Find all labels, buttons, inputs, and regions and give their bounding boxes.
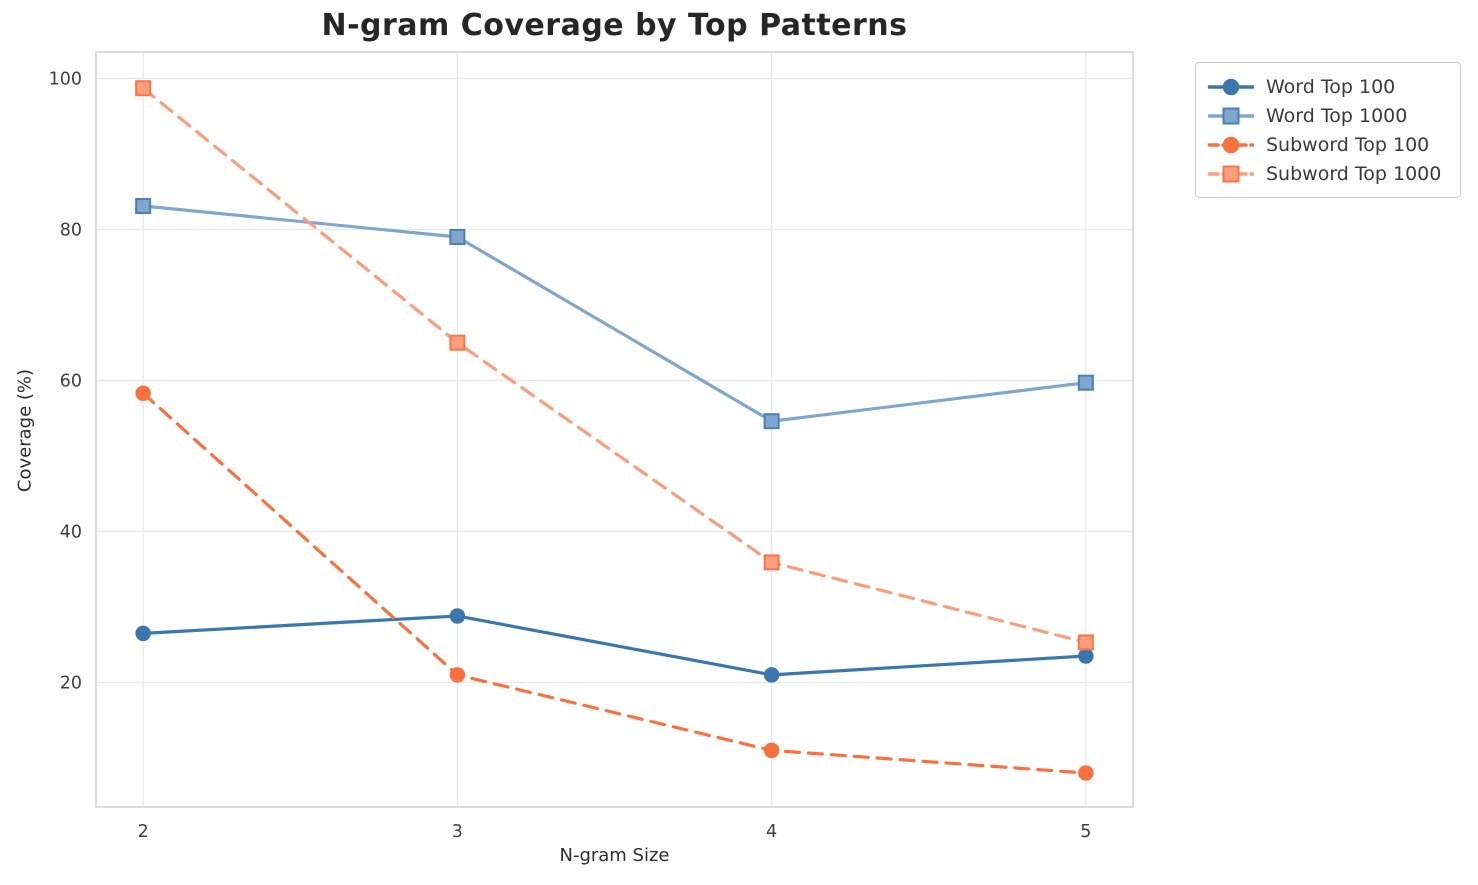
legend-label: Subword Top 100 <box>1266 133 1430 156</box>
legend-label: Subword Top 1000 <box>1266 162 1442 185</box>
series-subword-top-100 <box>135 385 1094 781</box>
legend-label: Word Top 1000 <box>1266 104 1408 127</box>
legend-item-subword-top-1000: Subword Top 1000 <box>1208 159 1448 188</box>
series-word-top-1000 <box>135 198 1094 430</box>
legend: Word Top 100 Word Top 1000 Subword Top 1… <box>1195 62 1461 198</box>
svg-text:60: 60 <box>60 371 82 391</box>
series-word-top-100 <box>135 608 1094 683</box>
legend-sample-line-icon <box>1208 107 1254 124</box>
svg-text:20: 20 <box>60 673 82 693</box>
tick-labels: 2 3 4 5 20 40 60 80 100 <box>49 69 1092 842</box>
gridlines <box>96 52 1133 807</box>
svg-text:3: 3 <box>452 822 463 842</box>
y-axis-label: Coverage (%) <box>14 368 36 493</box>
x-axis-label: N-gram Size <box>559 845 670 866</box>
svg-text:40: 40 <box>60 522 82 542</box>
legend-item-subword-top-100: Subword Top 100 <box>1208 130 1448 159</box>
svg-text:80: 80 <box>60 220 82 240</box>
legend-item-word-top-1000: Word Top 1000 <box>1208 101 1448 130</box>
series-subword-top-1000 <box>135 80 1094 651</box>
svg-text:5: 5 <box>1080 822 1091 842</box>
svg-text:100: 100 <box>49 69 82 89</box>
legend-sample-line-icon <box>1208 78 1254 95</box>
chart-title: N-gram Coverage by Top Patterns <box>321 8 908 43</box>
plot-area-border <box>95 51 1134 808</box>
legend-item-word-top-100: Word Top 100 <box>1208 72 1448 101</box>
svg-text:4: 4 <box>766 822 777 842</box>
legend-label: Word Top 100 <box>1266 75 1396 98</box>
legend-sample-line-icon <box>1208 165 1254 182</box>
legend-sample-line-icon <box>1208 136 1254 153</box>
svg-text:2: 2 <box>138 822 149 842</box>
